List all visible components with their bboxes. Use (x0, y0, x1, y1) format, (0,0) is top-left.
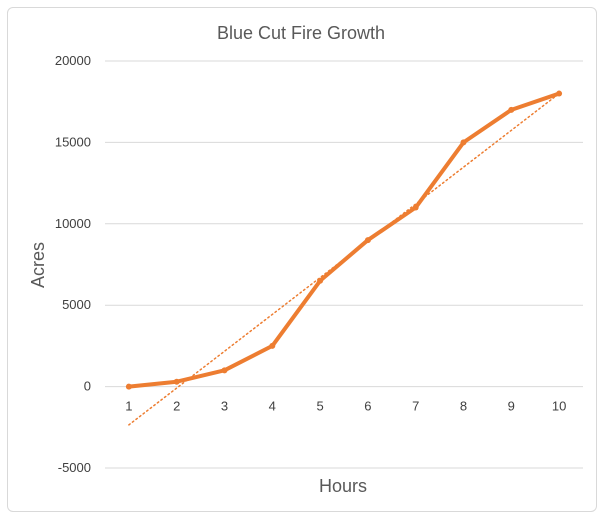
x-tick-label: 1 (125, 399, 132, 414)
series-group (125, 90, 563, 390)
y-tick-label: -5000 (58, 460, 91, 475)
x-axis-ticks: 1 2 3 4 5 6 7 8 9 10 (125, 399, 566, 414)
data-point (125, 383, 132, 390)
x-tick-label: 4 (269, 399, 276, 414)
x-tick-label: 10 (552, 399, 566, 414)
data-point (460, 139, 467, 146)
x-tick-label: 6 (364, 399, 371, 414)
data-point (412, 204, 419, 211)
y-tick-label: 5000 (62, 297, 91, 312)
x-axis-title: Hours (319, 476, 367, 496)
x-tick-label: 8 (460, 399, 467, 414)
data-point (508, 106, 515, 113)
y-axis-title: Acres (28, 242, 48, 288)
data-point (556, 90, 563, 97)
series-line (126, 91, 562, 389)
x-tick-label: 3 (221, 399, 228, 414)
data-point (364, 237, 371, 244)
x-tick-label: 5 (316, 399, 323, 414)
y-tick-label: 10000 (55, 216, 91, 231)
data-point (173, 378, 180, 385)
data-point (269, 342, 276, 349)
y-tick-label: 0 (84, 379, 91, 394)
y-tick-label: 15000 (55, 134, 91, 149)
data-point (317, 277, 324, 284)
chart-area (7, 7, 597, 512)
chart-title: Blue Cut Fire Growth (217, 23, 385, 43)
x-tick-label: 7 (412, 399, 419, 414)
y-axis-ticks: -5000 0 5000 10000 15000 20000 (55, 53, 91, 475)
y-tick-label: 20000 (55, 53, 91, 68)
x-tick-label: 9 (508, 399, 515, 414)
gridlines (105, 60, 583, 469)
data-point (221, 367, 228, 374)
x-tick-label: 2 (173, 399, 180, 414)
